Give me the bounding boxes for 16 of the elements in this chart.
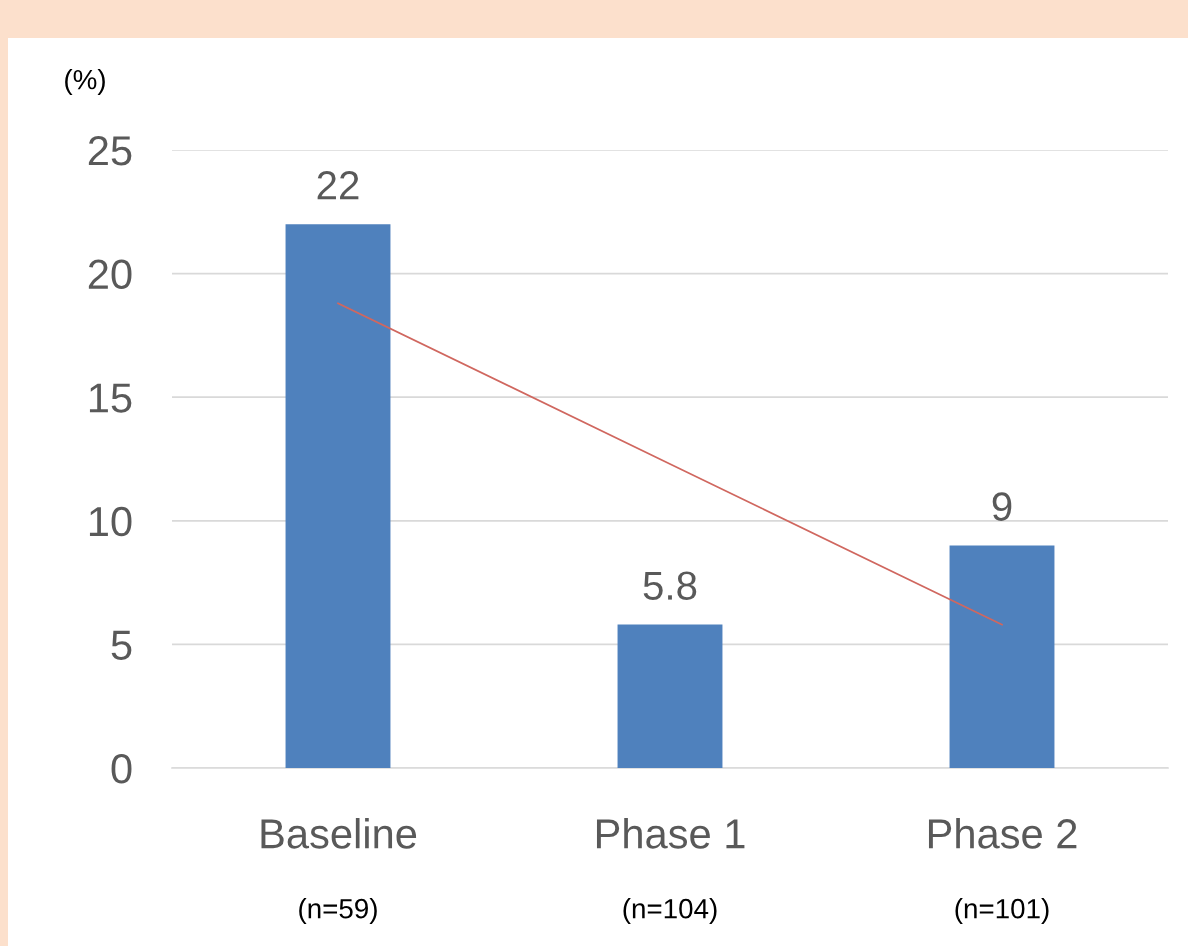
y-tick-label: 20	[88, 259, 132, 290]
x-tick-label: Phase 2 (n=101)	[928, 818, 1077, 924]
data-label: 9	[992, 492, 1012, 521]
bar	[285, 224, 391, 768]
y-tick-label: 15	[89, 383, 132, 413]
data-label: 5.8	[643, 571, 697, 600]
x-tick-label: Phase 1 (n=104)	[596, 818, 745, 924]
bar	[617, 624, 723, 768]
y-tick-label: 25	[88, 136, 132, 166]
y-tick-label: 10	[89, 506, 132, 537]
data-label: 22	[317, 171, 359, 200]
y-tick-label: 5	[111, 630, 132, 660]
y-tick-label: 0	[111, 754, 132, 784]
y-axis-title: (%)	[65, 69, 105, 95]
bar	[949, 545, 1055, 768]
x-tick-label: Baseline (n=59)	[261, 818, 417, 924]
